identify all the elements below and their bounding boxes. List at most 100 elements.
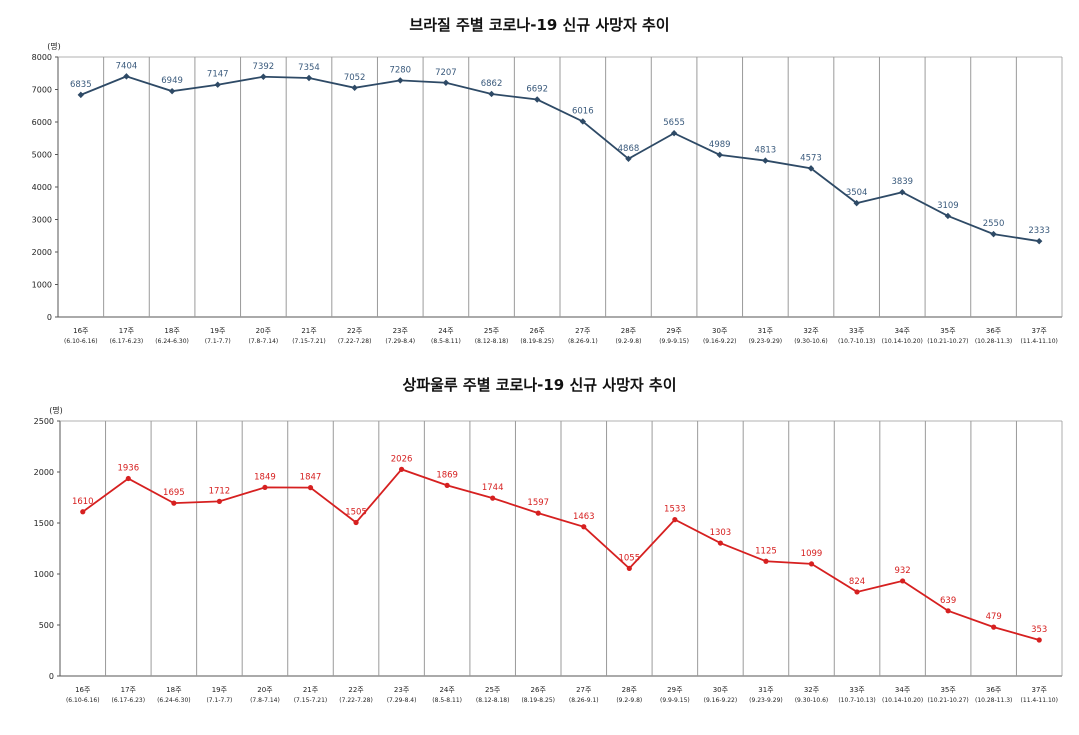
data-point: [533, 96, 541, 103]
y-tick-label: 6000: [32, 118, 52, 127]
x-date-range-label: (10.21-10.27): [927, 338, 968, 345]
x-date-range-label: (7.1-7.7): [205, 338, 231, 345]
x-date-range-label: (8.12-8.18): [476, 697, 510, 704]
data-label: 1744: [482, 483, 504, 493]
x-date-range-label: (6.24-6.30): [157, 697, 191, 704]
x-tick-label: 30주: [712, 327, 728, 335]
x-tick-label: 37주: [1032, 327, 1048, 335]
data-label: 1597: [527, 498, 549, 508]
x-date-range-label: (8.5-8.11): [431, 338, 461, 345]
data-label: 6949: [161, 76, 183, 86]
x-date-range-label: (10.7-10.13): [838, 338, 875, 345]
x-tick-label: 29주: [667, 686, 683, 694]
data-point: [216, 498, 223, 504]
data-label: 4813: [755, 146, 777, 156]
x-tick-label: 19주: [212, 686, 228, 694]
data-label: 1303: [710, 528, 732, 538]
data-label: 1695: [163, 488, 185, 498]
data-point: [80, 509, 86, 515]
x-date-range-label: (7.29-8.4): [385, 338, 415, 345]
x-tick-label: 30주: [713, 686, 729, 694]
data-point: [171, 500, 177, 506]
data-point: [991, 624, 997, 630]
x-date-range-label: (11.4-11.10): [1020, 338, 1057, 345]
y-tick-label: 500: [39, 621, 54, 630]
data-point: [763, 558, 769, 564]
x-date-range-label: (10.21-10.27): [928, 697, 969, 704]
chart-title: 상파울루 주별 코로나-19 신규 사망자 추이: [402, 376, 677, 394]
data-point: [854, 589, 860, 595]
x-tick-label: 37주: [1032, 686, 1048, 694]
x-date-range-label: (10.28-11.3): [975, 338, 1012, 345]
x-tick-label: 24주: [438, 327, 454, 335]
x-date-range-label: (9.16-9.22): [703, 338, 737, 345]
data-label: 5655: [663, 118, 685, 128]
data-label: 7280: [389, 65, 411, 75]
data-point: [626, 565, 632, 571]
data-label: 1533: [664, 505, 686, 515]
x-date-range-label: (7.22-7.28): [339, 697, 373, 704]
x-tick-label: 31주: [758, 327, 774, 335]
data-point: [581, 524, 587, 530]
data-point: [1036, 637, 1042, 643]
x-tick-label: 31주: [758, 686, 774, 694]
data-label: 7354: [298, 63, 320, 73]
x-tick-label: 36주: [986, 686, 1002, 694]
x-tick-label: 20주: [256, 327, 272, 335]
data-label: 6835: [70, 80, 92, 90]
data-point: [672, 517, 678, 523]
data-label: 1055: [618, 553, 640, 563]
data-point: [944, 212, 952, 220]
x-tick-label: 23주: [393, 327, 409, 335]
x-date-range-label: (8.19-8.25): [520, 338, 554, 345]
data-point: [762, 157, 769, 164]
data-point: [990, 230, 997, 238]
x-date-range-label: (9.9-9.15): [659, 338, 689, 345]
x-tick-label: 21주: [303, 686, 319, 694]
x-tick-label: 16주: [75, 686, 91, 694]
data-point: [490, 495, 496, 501]
x-date-range-label: (6.17-6.23): [110, 338, 144, 345]
x-date-range-label: (10.14-10.20): [882, 338, 923, 345]
y-tick-label: 2000: [32, 248, 52, 257]
x-tick-label: 21주: [301, 327, 317, 335]
x-tick-label: 18주: [164, 327, 180, 335]
data-point: [625, 155, 632, 162]
series-line: [80, 75, 1040, 243]
x-tick-label: 28주: [621, 327, 637, 335]
x-date-range-label: (7.8-7.14): [248, 338, 278, 345]
y-tick-label: 5000: [32, 151, 52, 160]
x-date-range-label: (8.5-8.11): [432, 697, 462, 704]
y-unit-label: (명): [49, 405, 63, 415]
x-tick-label: 36주: [986, 327, 1002, 335]
data-point: [807, 165, 815, 172]
x-tick-label: 34주: [895, 327, 911, 335]
data-label: 1505: [345, 507, 367, 517]
data-label: 1936: [117, 464, 139, 474]
y-tick-label: 0: [49, 672, 54, 681]
data-label: 2026: [391, 454, 413, 464]
data-label: 3109: [937, 201, 959, 211]
data-point: [1035, 237, 1043, 245]
data-point: [168, 87, 176, 95]
x-tick-label: 33주: [849, 327, 865, 335]
x-date-range-label: (8.26-9.1): [569, 697, 599, 704]
data-point: [397, 77, 404, 84]
y-tick-label: 1000: [34, 570, 54, 579]
data-point: [945, 608, 951, 614]
data-point: [262, 484, 268, 491]
data-point: [214, 81, 221, 88]
x-date-range-label: (8.19-8.25): [521, 697, 555, 704]
data-label: 4989: [709, 140, 731, 150]
x-tick-label: 34주: [895, 686, 911, 694]
x-date-range-label: (9.9-9.15): [660, 697, 690, 704]
x-tick-label: 27주: [575, 327, 591, 335]
x-tick-label: 25주: [484, 327, 500, 335]
x-tick-label: 17주: [121, 686, 137, 694]
data-point: [670, 130, 678, 137]
data-point: [307, 485, 314, 491]
x-tick-label: 22주: [347, 327, 363, 335]
x-date-range-label: (10.14-10.20): [882, 697, 923, 704]
x-date-range-label: (7.29-8.4): [387, 697, 417, 704]
data-label: 1847: [300, 473, 322, 483]
